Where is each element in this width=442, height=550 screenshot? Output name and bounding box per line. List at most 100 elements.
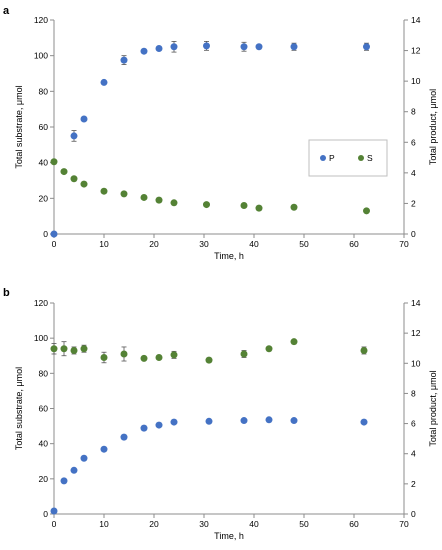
right-y-tick-label: 0 xyxy=(411,229,416,239)
data-point-series-1 xyxy=(255,204,263,212)
data-point-series-0 xyxy=(170,43,178,51)
data-point-series-0 xyxy=(120,56,128,64)
data-point-series-0 xyxy=(155,354,163,362)
data-point-series-1 xyxy=(290,417,298,425)
left-y-tick-label: 20 xyxy=(39,474,49,484)
right-y-tick-label: 0 xyxy=(411,509,416,519)
data-point-series-1 xyxy=(203,201,210,209)
left-y-axis-title: Total substrate, μmol xyxy=(14,367,24,450)
right-y-tick-label: 12 xyxy=(411,46,421,56)
left-y-tick-label: 60 xyxy=(39,404,49,414)
data-point-series-1 xyxy=(360,418,368,426)
left-y-tick-label: 40 xyxy=(39,158,49,168)
data-point-series-1 xyxy=(80,454,88,462)
x-tick-label: 30 xyxy=(199,519,209,529)
right-y-tick-label: 10 xyxy=(411,358,421,368)
x-tick-label: 0 xyxy=(52,519,57,529)
data-point-series-0 xyxy=(140,354,148,362)
x-axis-title: Time, h xyxy=(214,251,244,261)
data-point-series-1 xyxy=(120,433,128,441)
right-y-tick-label: 8 xyxy=(411,107,416,117)
data-point-series-1 xyxy=(60,168,68,176)
data-point-series-1 xyxy=(100,187,108,195)
legend-label: P xyxy=(329,153,335,163)
data-point-series-0 xyxy=(240,43,248,51)
data-point-series-0 xyxy=(50,345,58,353)
data-point-series-1 xyxy=(70,466,78,474)
data-point-series-0 xyxy=(205,356,213,364)
data-point-series-1 xyxy=(70,175,78,183)
right-y-tick-label: 14 xyxy=(411,298,421,308)
data-point-series-1 xyxy=(205,417,213,425)
x-tick-label: 20 xyxy=(149,239,159,249)
data-point-series-0 xyxy=(100,354,108,362)
left-y-tick-label: 120 xyxy=(34,298,48,308)
data-point-series-0 xyxy=(50,230,58,238)
left-y-axis-title: Total substrate, μmol xyxy=(14,85,24,168)
data-point-series-1 xyxy=(170,199,178,207)
data-point-series-0 xyxy=(240,350,248,358)
data-point-series-0 xyxy=(363,43,370,51)
left-y-tick-label: 100 xyxy=(34,333,48,343)
data-point-series-0 xyxy=(360,346,368,354)
data-point-series-0 xyxy=(290,338,298,346)
data-point-series-1 xyxy=(155,196,163,204)
x-tick-label: 50 xyxy=(299,519,309,529)
panel-label: a xyxy=(3,5,10,17)
right-y-tick-label: 2 xyxy=(411,198,416,208)
left-y-tick-label: 20 xyxy=(39,193,49,203)
x-tick-label: 70 xyxy=(399,239,409,249)
data-point-series-1 xyxy=(100,445,108,453)
data-point-series-1 xyxy=(363,207,370,215)
left-y-tick-label: 80 xyxy=(39,368,49,378)
x-tick-label: 70 xyxy=(399,519,409,529)
right-y-tick-label: 2 xyxy=(411,479,416,489)
right-y-tick-label: 12 xyxy=(411,328,421,338)
right-y-tick-label: 10 xyxy=(411,76,421,86)
data-point-series-1 xyxy=(50,158,58,166)
x-tick-label: 50 xyxy=(299,239,309,249)
x-axis-title: Time, h xyxy=(214,531,244,541)
right-y-tick-label: 6 xyxy=(411,137,416,147)
legend-marker xyxy=(358,155,364,161)
right-y-tick-label: 4 xyxy=(411,168,416,178)
right-y-axis-title: Total product, μmol xyxy=(428,89,438,165)
x-tick-label: 40 xyxy=(249,239,259,249)
x-tick-label: 10 xyxy=(99,519,109,529)
data-point-series-0 xyxy=(203,42,210,50)
data-point-series-0 xyxy=(80,345,88,353)
data-point-series-1 xyxy=(155,421,163,429)
data-point-series-1 xyxy=(240,201,248,209)
right-y-tick-label: 8 xyxy=(411,388,416,398)
x-tick-label: 20 xyxy=(149,519,159,529)
data-point-series-1 xyxy=(240,417,248,425)
left-y-tick-label: 60 xyxy=(39,122,49,132)
data-point-series-1 xyxy=(60,477,68,485)
left-y-tick-label: 0 xyxy=(43,229,48,239)
right-y-tick-label: 4 xyxy=(411,449,416,459)
data-point-series-1 xyxy=(80,180,88,188)
x-tick-label: 60 xyxy=(349,519,359,529)
data-point-series-1 xyxy=(140,193,148,201)
data-point-series-0 xyxy=(265,345,273,353)
x-tick-label: 10 xyxy=(99,239,109,249)
x-tick-label: 40 xyxy=(249,519,259,529)
left-y-tick-label: 120 xyxy=(34,15,48,25)
data-point-series-0 xyxy=(70,346,78,354)
data-point-series-1 xyxy=(50,507,58,515)
left-y-tick-label: 80 xyxy=(39,86,49,96)
data-point-series-0 xyxy=(170,351,178,359)
data-point-series-0 xyxy=(290,43,298,51)
data-point-series-1 xyxy=(140,424,148,432)
data-point-series-0 xyxy=(100,78,108,86)
data-point-series-1 xyxy=(265,416,273,424)
right-y-tick-label: 6 xyxy=(411,419,416,429)
data-point-series-1 xyxy=(290,203,298,211)
data-point-series-0 xyxy=(80,115,88,123)
left-y-tick-label: 0 xyxy=(43,509,48,519)
right-y-axis-title: Total product, μmol xyxy=(428,370,438,446)
x-tick-label: 0 xyxy=(52,239,57,249)
legend-marker xyxy=(320,155,326,161)
x-tick-label: 60 xyxy=(349,239,359,249)
